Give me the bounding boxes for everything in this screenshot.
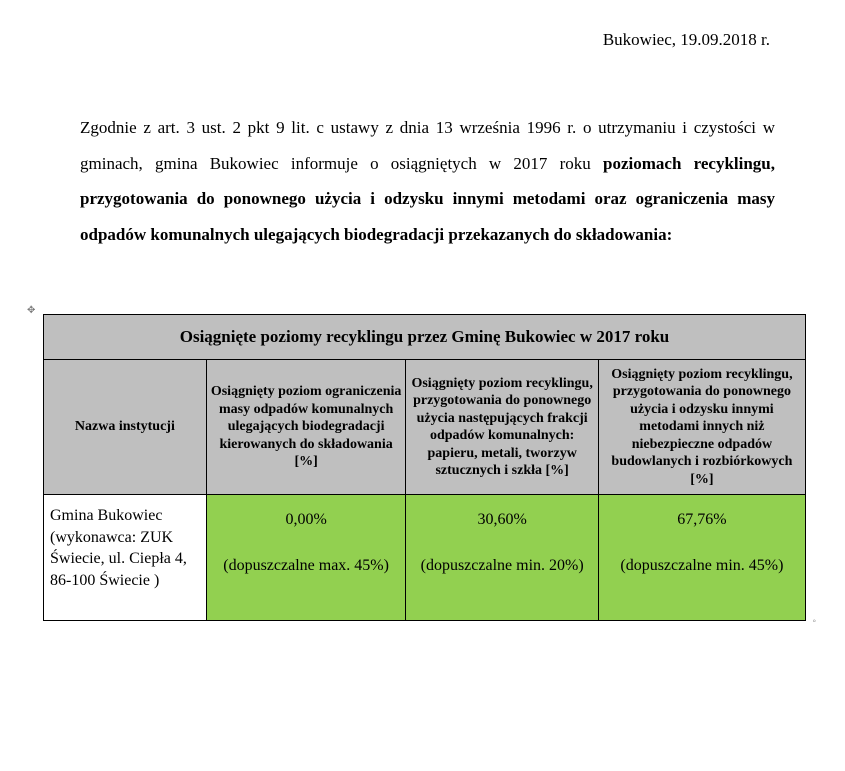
value-recycling-fractions: 30,60% (dopuszczalne min. 20%)	[406, 495, 598, 620]
table-title: Osiągnięte poziomy recyklingu przez Gmin…	[44, 314, 806, 359]
table-data-row: Gmina Bukowiec (wykonawca: ZUK Świecie, …	[44, 495, 806, 620]
note-text: (dopuszczalne min. 45%)	[601, 557, 803, 575]
col-header-institution: Nazwa instytucji	[44, 359, 207, 495]
col-header-recycling-fractions: Osiągnięty poziom recyklingu, przygotowa…	[406, 359, 598, 495]
document-date: Bukowiec, 19.09.2018 r.	[25, 30, 820, 50]
recycling-table-wrap: Osiągnięte poziomy recyklingu przez Gmin…	[25, 314, 820, 621]
value-text: 30,60%	[408, 511, 595, 529]
value-text: 0,00%	[209, 511, 404, 529]
note-text: (dopuszczalne min. 20%)	[408, 557, 595, 575]
recycling-table: Osiągnięte poziomy recyklingu przez Gmin…	[43, 314, 806, 621]
table-header-row: Nazwa instytucji Osiągnięty poziom ogran…	[44, 359, 806, 495]
table-end-icon: ◦	[812, 616, 816, 627]
institution-name: Gmina Bukowiec (wykonawca: ZUK Świecie, …	[44, 495, 207, 620]
col-header-biodegradation: Osiągnięty poziom ograniczenia masy odpa…	[206, 359, 406, 495]
intro-paragraph: Zgodnie z art. 3 ust. 2 pkt 9 lit. c ust…	[25, 110, 820, 253]
value-biodegradation: 0,00% (dopuszczalne max. 45%)	[206, 495, 406, 620]
value-construction-waste: 67,76% (dopuszczalne min. 45%)	[598, 495, 805, 620]
note-text: (dopuszczalne max. 45%)	[209, 557, 404, 575]
table-title-row: Osiągnięte poziomy recyklingu przez Gmin…	[44, 314, 806, 359]
col-header-construction-waste: Osiągnięty poziom recyklingu, przygotowa…	[598, 359, 805, 495]
value-text: 67,76%	[601, 511, 803, 529]
